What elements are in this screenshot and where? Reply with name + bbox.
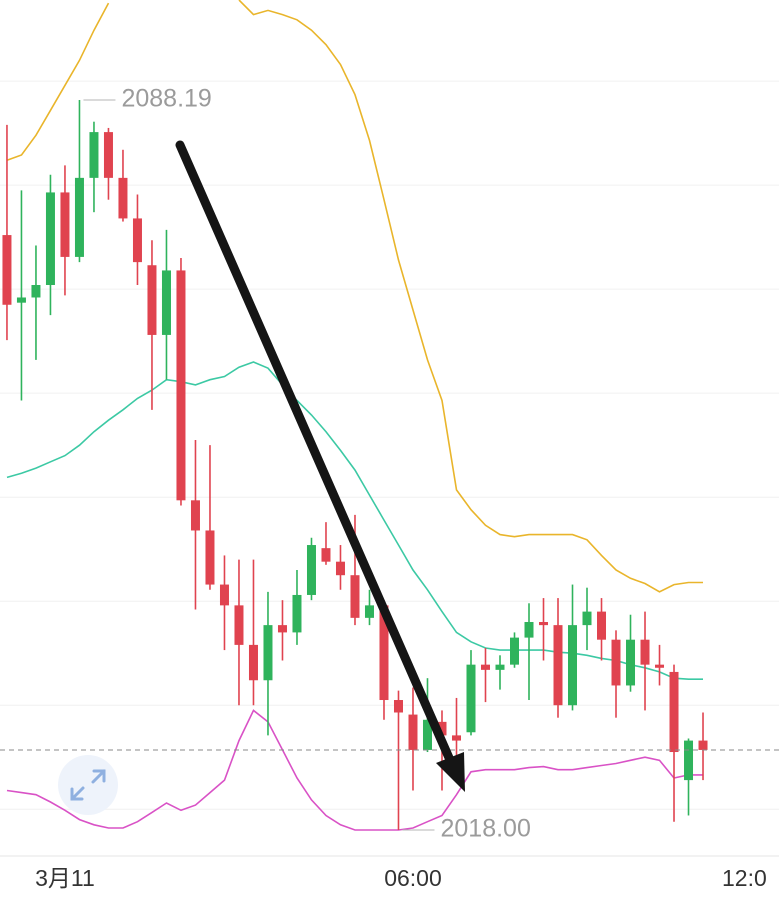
candle-body (364, 605, 374, 618)
candle-body (597, 611, 607, 640)
candle-body (408, 714, 418, 750)
candle-body (379, 605, 389, 701)
candle-body (176, 270, 186, 501)
candle-body (451, 735, 461, 741)
candle-body (147, 265, 157, 335)
candle-body (509, 637, 519, 665)
candle-body (277, 625, 287, 633)
low-annotation: 2018.00 (440, 815, 530, 843)
candle-body (31, 285, 41, 298)
candle-body (466, 664, 476, 733)
high-annotation: 2088.19 (121, 85, 211, 113)
candle-body (205, 530, 215, 585)
candle-body (190, 500, 200, 531)
x-tick-label: 3月11 (35, 865, 95, 891)
candle-body (292, 594, 302, 633)
candle-body (611, 639, 621, 686)
candle-body (60, 192, 70, 257)
indicator-line (6, 0, 703, 593)
candle-body (553, 625, 563, 706)
indicator-line (6, 709, 703, 831)
candle-body (45, 192, 55, 285)
x-tick-label: 12:0 (722, 865, 767, 891)
candle-body (306, 545, 316, 595)
candle-body (582, 611, 592, 626)
candle-body (422, 719, 432, 750)
candle-body (669, 671, 679, 753)
candle-body (89, 132, 99, 178)
candle-body (2, 235, 12, 305)
candle-body (539, 622, 549, 626)
candle-body (248, 644, 258, 681)
candle-body (698, 740, 708, 750)
indicator-line (6, 361, 703, 680)
candle-body (626, 639, 636, 686)
candle-body (437, 721, 447, 736)
trend-arrow (175, 140, 465, 792)
candle-body (350, 575, 360, 618)
candle-body (321, 548, 331, 562)
candle-body (219, 584, 229, 606)
candle-body (655, 664, 665, 668)
candle-body (524, 622, 534, 638)
candle-body (132, 218, 142, 263)
candle-body (74, 177, 84, 257)
expand-button[interactable] (58, 755, 118, 815)
candle-body (16, 297, 26, 303)
candle-body (640, 639, 650, 665)
candle-body (495, 664, 505, 670)
candle-body (263, 625, 273, 681)
candle-body (568, 625, 578, 706)
candle-body (335, 561, 345, 576)
candle-body (684, 740, 694, 781)
candle-body (103, 132, 113, 178)
candle-body (234, 605, 244, 645)
x-tick-label: 06:00 (384, 865, 442, 891)
candle-body (480, 664, 490, 670)
candle-body (161, 270, 171, 335)
candle-body (393, 700, 403, 713)
candle-body (118, 177, 128, 219)
